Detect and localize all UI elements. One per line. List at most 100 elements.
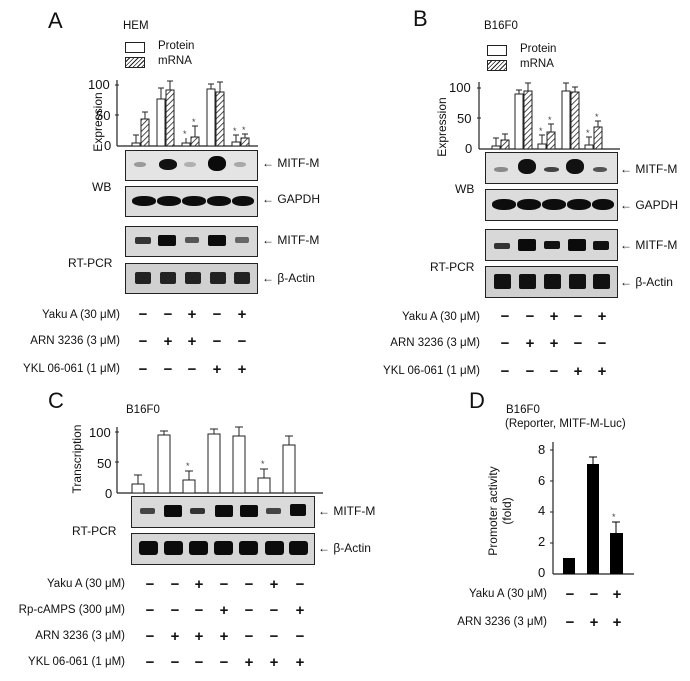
y-tick: 6 — [538, 473, 546, 488]
sign: + — [237, 306, 247, 323]
blot-wb-mitf — [485, 152, 618, 184]
blot-rtpcr-mitf — [125, 226, 258, 257]
sign: + — [212, 361, 222, 378]
sign: + — [187, 306, 197, 323]
sign: − — [597, 335, 607, 352]
y-tick: 0 — [538, 565, 546, 580]
sign: − — [525, 363, 535, 380]
sign: + — [295, 654, 305, 671]
svg-text:*: * — [242, 125, 246, 135]
blot-wb-gapdh — [125, 186, 258, 217]
sign: − — [219, 654, 229, 671]
sign: − — [219, 576, 229, 593]
sign: − — [269, 628, 279, 645]
band-label: ← MITF-M — [262, 233, 320, 247]
sign: − — [573, 335, 583, 352]
bar-chart-d: * — [550, 442, 634, 575]
cell-line-label: B16F0 — [126, 404, 160, 416]
rtpcr-label: RT-PCR — [68, 256, 113, 270]
y-tick: 2 — [538, 534, 546, 549]
panel-letter: A — [48, 8, 63, 33]
y-tick: 4 — [538, 503, 546, 518]
y-tick: 100 — [449, 80, 471, 95]
svg-text:*: * — [548, 115, 552, 125]
sign: − — [145, 628, 155, 645]
y-axis-label: Promoter activity (fold) — [486, 456, 514, 566]
wb-label: WB — [92, 180, 112, 194]
legend-label: mRNA — [520, 58, 554, 70]
y-axis-label: Expression — [435, 97, 449, 157]
sign: − — [194, 654, 204, 671]
sign: + — [573, 363, 583, 380]
panel-letter: B — [413, 6, 428, 31]
sign: − — [244, 576, 254, 593]
sign: − — [295, 576, 305, 593]
blot-wb-gapdh — [485, 189, 618, 221]
sign: + — [237, 361, 247, 378]
svg-text:*: * — [539, 126, 543, 136]
panel-letter: D — [469, 388, 485, 413]
sign: − — [500, 363, 510, 380]
panel-letter: C — [48, 388, 64, 413]
sign: + — [597, 363, 607, 380]
sign: + — [170, 628, 180, 645]
sign: − — [138, 333, 148, 350]
y-tick: 50 — [96, 108, 111, 123]
svg-text:*: * — [586, 128, 590, 138]
blot-rtpcr-actin — [485, 266, 618, 298]
sign: − — [589, 586, 599, 603]
sign: + — [269, 654, 279, 671]
sign: + — [589, 614, 599, 631]
sign: + — [549, 335, 559, 352]
band-label: ← GAPDH — [262, 192, 321, 206]
svg-text:*: * — [186, 461, 190, 471]
legend-swatch-protein — [125, 42, 145, 53]
condition-label: Yaku A (30 μM) — [41, 309, 120, 321]
sign: − — [565, 586, 575, 603]
sign: + — [219, 628, 229, 645]
sign: + — [612, 614, 622, 631]
svg-text:*: * — [595, 112, 599, 122]
svg-text:*: * — [183, 129, 187, 139]
sign: − — [145, 654, 155, 671]
blot-wb-mitf — [125, 150, 258, 181]
band-label: ← MITF-M — [620, 162, 678, 176]
condition-label: YKL 06-061 (1 μM) — [23, 363, 120, 375]
svg-text:*: * — [192, 117, 196, 127]
svg-text:*: * — [233, 126, 237, 136]
sign: + — [269, 576, 279, 593]
sign: − — [212, 333, 222, 350]
band-label: ← GAPDH — [620, 198, 679, 212]
y-tick: 50 — [97, 456, 112, 471]
sign: − — [500, 308, 510, 325]
svg-text:*: * — [261, 459, 265, 469]
blot-rtpcr-mitf — [485, 229, 618, 261]
y-tick: 0 — [104, 138, 112, 153]
y-tick: 0 — [465, 141, 473, 156]
band-label: ← β-Actin — [620, 275, 673, 289]
sign: + — [525, 335, 535, 352]
condition-label: Yaku A (30 μM) — [401, 311, 480, 323]
sign: + — [219, 602, 229, 619]
blot-rtpcr-actin — [131, 533, 315, 565]
band-label: ← β-Actin — [318, 541, 371, 555]
sign: − — [170, 576, 180, 593]
sign: − — [500, 335, 510, 352]
sign: − — [295, 628, 305, 645]
sign: − — [163, 361, 173, 378]
condition-label: YKL 06-061 (1 μM) — [383, 365, 480, 377]
condition-label: ARN 3236 (3 μM) — [457, 616, 547, 628]
rtpcr-label: RT-PCR — [72, 524, 117, 538]
y-tick: 0 — [105, 486, 113, 501]
rtpcr-label: RT-PCR — [430, 260, 475, 274]
legend-swatch-protein — [487, 45, 507, 56]
sign: − — [170, 602, 180, 619]
sign: + — [295, 602, 305, 619]
sign: − — [244, 628, 254, 645]
bar-chart-c: * * — [115, 426, 323, 494]
y-axis-label: Transcription — [70, 424, 84, 494]
condition-label: Yaku A (30 μM) — [468, 588, 547, 600]
cell-line-label: B16F0 — [506, 404, 540, 416]
sign: − — [212, 306, 222, 323]
condition-label: ARN 3236 (3 μM) — [30, 335, 120, 347]
